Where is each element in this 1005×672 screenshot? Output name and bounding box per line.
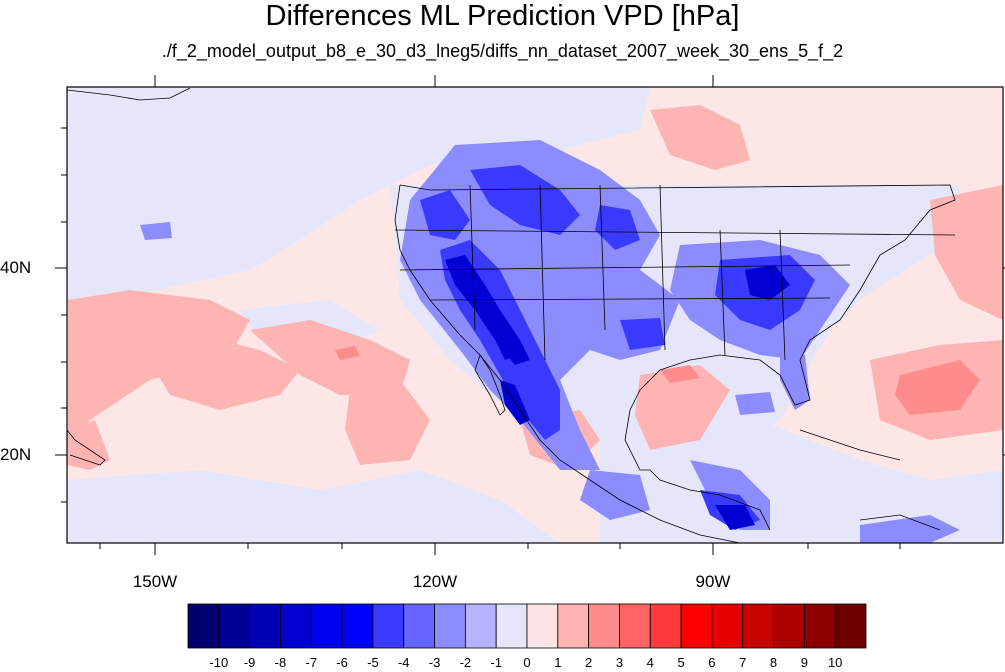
colorbar-box	[803, 603, 836, 649]
colorbar-box	[434, 603, 466, 649]
positive-regions	[67, 105, 1003, 470]
colorbar-box	[372, 603, 405, 649]
colorbar-box	[187, 603, 220, 649]
colorbar-box	[834, 603, 867, 649]
colorbar-tick-label: 6	[708, 655, 716, 670]
colorbar-tick-label: 10	[827, 655, 843, 670]
colorbar-box	[341, 603, 374, 649]
colorbar-box	[280, 603, 312, 649]
negative-7-10-regions	[445, 255, 790, 530]
colorbar-tick-label: -2	[459, 655, 472, 670]
colorbar-tick-label: -1	[490, 655, 502, 670]
colorbar-box	[649, 603, 682, 649]
colorbar-tick-label: 3	[615, 655, 624, 670]
colorbar-box	[218, 603, 251, 649]
colorbar-box	[773, 603, 805, 649]
colorbar-tick-label: -9	[243, 655, 256, 670]
field-layer	[67, 87, 1003, 543]
colorbar-tick-label: -3	[428, 655, 441, 670]
colorbar-tick-label: -10	[209, 655, 229, 670]
lon-label-150w: 150W	[132, 572, 178, 591]
colorbar-tick-label: 1	[554, 655, 562, 670]
lat-label-20n: 20N	[0, 445, 32, 464]
colorbar-box	[711, 603, 744, 649]
lat-label-40n: 40N	[0, 258, 32, 277]
colorbar-tick-label: -5	[367, 655, 379, 670]
coastlines	[67, 87, 956, 543]
colorbar-box	[249, 603, 281, 649]
colorbar-box	[495, 603, 528, 649]
colorbar-box	[464, 603, 497, 649]
colorbar-tick-label: -8	[274, 655, 287, 670]
colorbar-tick-label: 4	[646, 655, 654, 670]
colorbar-tick-label: 9	[800, 655, 808, 670]
colorbar-box	[403, 603, 435, 649]
colorbar-tick-label: 5	[677, 655, 685, 670]
colorbar-tick-label: 2	[585, 655, 593, 670]
colorbar-box	[557, 603, 590, 649]
colorbar-box	[742, 603, 774, 649]
ticks	[55, 75, 1005, 555]
map-subtitle: ./f_2_model_output_b8_e_30_d3_lneg5/diff…	[161, 41, 844, 61]
colorbar-box	[680, 603, 713, 649]
colorbar-tick-label: -4	[397, 655, 410, 670]
map-title: Differences ML Prediction VPD [hPa]	[265, 0, 740, 32]
colorbar-tick-label: 7	[739, 655, 747, 670]
lon-label-120w: 120W	[412, 572, 458, 591]
colorbar-box	[310, 603, 343, 649]
colorbar-tick-label: 8	[769, 655, 778, 670]
lon-label-90w: 90W	[695, 572, 731, 591]
colorbar-tick-label: 0	[523, 655, 531, 670]
colorbar-tick-label: -7	[305, 655, 318, 670]
colorbar-box	[619, 603, 651, 649]
colorbar-box	[588, 603, 620, 649]
colorbar-box	[526, 603, 559, 649]
colorbar-tick-label: -6	[336, 655, 348, 670]
positive-3-regions	[335, 346, 980, 415]
